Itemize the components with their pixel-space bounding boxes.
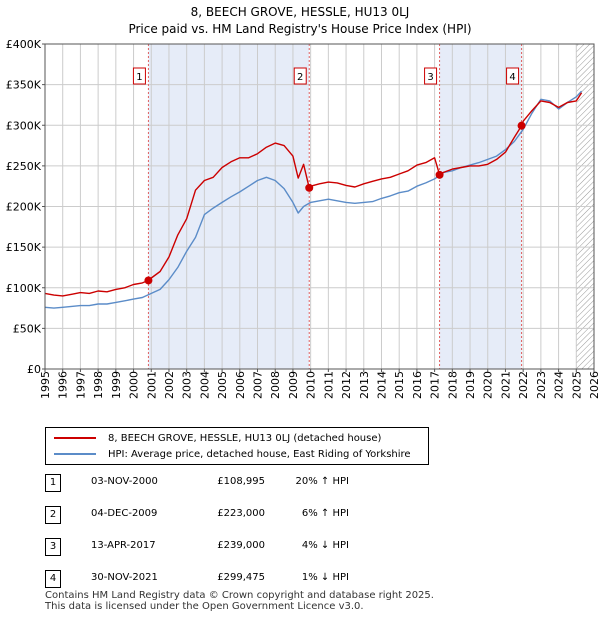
legend-item-hpi: HPI: Average price, detached house, East… [54,446,411,462]
x-tick-label: 2008 [269,371,282,399]
x-tick-label: 2004 [198,371,211,399]
transaction-hpi: 1% ↓ HPI [301,572,349,583]
sale-number-box [424,67,438,85]
x-tick-label: 2010 [305,371,318,399]
sale-point [144,276,153,285]
x-tick-label: 2024 [553,371,566,399]
x-tick-label: 2022 [517,371,530,399]
transaction-hpi: 20% ↑ HPI [295,476,349,487]
transaction-price: £239,000 [217,540,265,551]
legend-label-property: 8, BEECH GROVE, HESSLE, HU13 0LJ (detach… [108,432,382,444]
y-tick-label: £300K [6,119,42,132]
y-tick-label: £0 [27,363,41,376]
transaction-number: 3 [45,538,61,556]
transaction-number: 4 [45,570,61,588]
x-tick-label: 2015 [393,371,406,399]
table-row: 1 03-NOV-2000 £108,995 20% ↑ HPI [45,474,405,492]
sale-number-label: 1 [136,72,142,83]
footer-copyright: Contains HM Land Registry data © Crown c… [45,590,434,601]
x-tick-label: 2012 [340,371,353,399]
sale-number-label: 2 [297,72,303,83]
x-tick-label: 2023 [535,371,548,399]
legend-label-hpi: HPI: Average price, detached house, East… [108,448,411,460]
chart-title-line1: 8, BEECH GROVE, HESSLE, HU13 0LJ [190,5,410,19]
sale-point [517,121,526,130]
x-tick-label: 2017 [429,371,442,399]
legend: 8, BEECH GROVE, HESSLE, HU13 0LJ (detach… [45,427,429,465]
price-chart: 1 2 3 4 £0 £50K £100K £150K £200K £250K £300K £350… [6,38,600,399]
transaction-price: £299,475 [217,572,265,583]
table-row: 4 30-NOV-2021 £299,475 1% ↓ HPI [45,570,405,588]
y-tick-label: £350K [6,79,42,92]
sale-number-box [506,67,520,85]
x-tick-label: 2007 [252,371,265,399]
legend-swatch-property [54,437,96,439]
x-tick-label: 1999 [110,371,123,399]
x-tick-label: 1995 [39,371,52,399]
table-row: 2 04-DEC-2009 £223,000 6% ↑ HPI [45,506,405,524]
x-tick-label: 1998 [92,371,105,399]
x-tick-label: 2018 [446,371,459,399]
x-tick-label: 2009 [287,371,300,399]
transaction-hpi: 4% ↓ HPI [301,540,349,551]
x-tick-label: 2001 [145,371,158,399]
sale-number-label: 4 [509,72,515,83]
chart-title: 8, BEECH GROVE, HESSLE, HU13 0LJ Price p… [0,4,600,38]
y-tick-label: £150K [6,241,42,254]
sale-number-label: 3 [427,72,433,83]
transaction-hpi: 6% ↑ HPI [301,508,349,519]
x-tick-label: 2002 [163,371,176,399]
x-tick-label: 2005 [216,371,229,399]
x-tick-label: 1996 [57,371,70,399]
sale-point [305,183,314,192]
sale-number-box [132,67,146,85]
x-tick-label: 2019 [464,371,477,399]
transaction-date: 04-DEC-2009 [91,508,158,519]
x-tick-label: 2011 [322,371,335,399]
y-tick-label: £250K [6,160,42,173]
footer: Contains HM Land Registry data © Crown c… [45,590,434,612]
y-tick-label: £100K [6,282,42,295]
y-tick-label: £200K [6,201,42,214]
y-tick-label: £50K [13,322,42,335]
footer-licence: This data is licensed under the Open Gov… [45,601,364,612]
transaction-number: 1 [45,474,61,492]
chart-title-line2: Price paid vs. HM Land Registry's House … [128,22,472,36]
transaction-date: 13-APR-2017 [91,540,156,551]
sale-number-box [293,67,307,85]
x-tick-label: 1997 [74,371,87,399]
transaction-number: 2 [45,506,61,524]
transaction-date: 03-NOV-2000 [91,476,158,487]
transaction-price: £223,000 [217,508,265,519]
hpi-line [44,90,583,309]
x-tick-label: 2000 [128,371,141,399]
legend-swatch-hpi [54,453,96,455]
x-tick-label: 2003 [181,371,194,399]
x-tick-label: 2016 [411,371,424,399]
x-tick-label: 2020 [482,371,495,399]
x-tick-label: 2021 [499,371,512,399]
x-tick-label: 2026 [588,371,600,399]
x-tick-label: 2025 [570,371,583,399]
x-tick-label: 2006 [234,371,247,399]
sale-point [435,170,444,179]
transaction-price: £108,995 [217,476,265,487]
transaction-date: 30-NOV-2021 [91,572,158,583]
y-tick-label: £400K [6,38,42,51]
legend-item-property: 8, BEECH GROVE, HESSLE, HU13 0LJ (detach… [54,430,381,446]
x-tick-label: 2013 [358,371,371,399]
x-tick-label: 2014 [375,371,388,399]
table-row: 3 13-APR-2017 £239,000 4% ↓ HPI [45,538,405,556]
